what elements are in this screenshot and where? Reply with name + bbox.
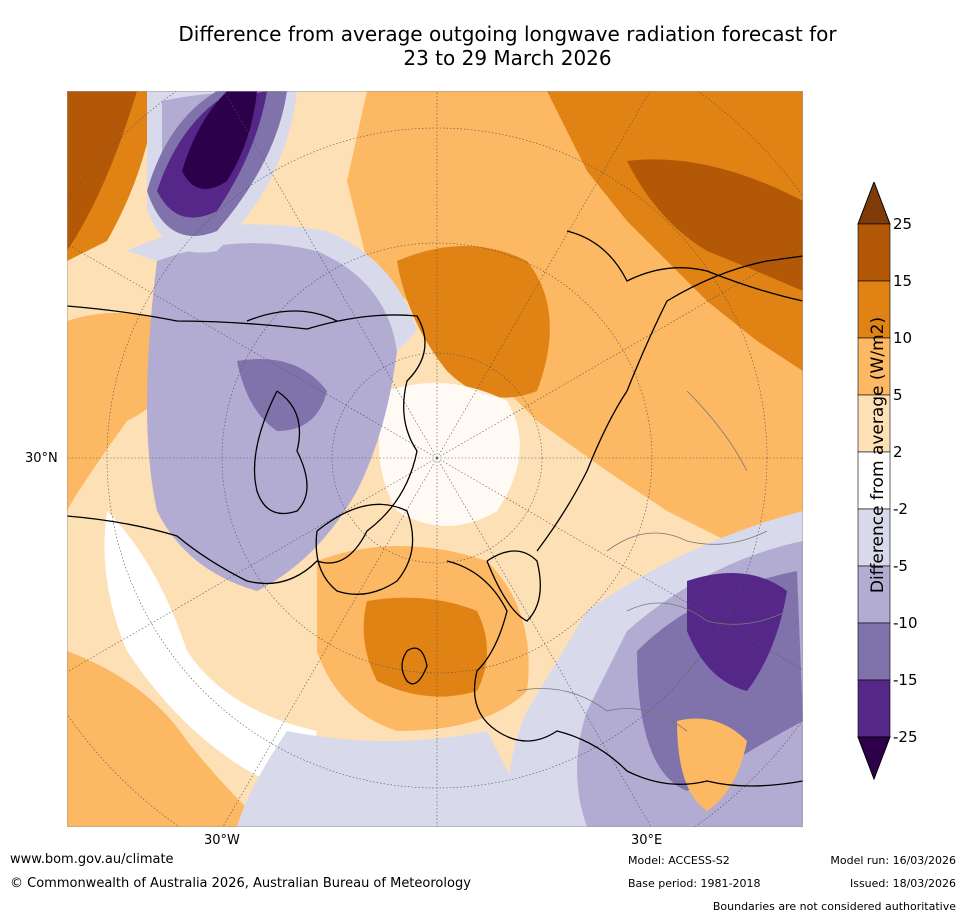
coast-alaska <box>246 310 338 322</box>
title-line-1: Difference from average outgoing longwav… <box>178 22 837 46</box>
base-period-text: Base period: 1981-2018 <box>628 877 761 890</box>
colorbar-tick: 10 <box>893 329 913 347</box>
anomaly-region-south <box>237 731 537 827</box>
issued-text: Issued: 18/03/2026 <box>849 877 956 890</box>
title-line-2: 23 to 29 March 2026 <box>403 46 612 70</box>
coast-asia <box>536 255 803 552</box>
chart-title: Difference from average outgoing longwav… <box>60 22 955 70</box>
coast-uk <box>401 647 428 685</box>
copyright-text: © Commonwealth of Australia 2026, Austra… <box>10 876 471 891</box>
anomaly-region-northwest-corner <box>67 91 137 251</box>
colorbar-band-10-15 <box>857 280 891 339</box>
borders <box>516 390 788 732</box>
coast-north-america <box>67 305 426 585</box>
coastlines <box>67 230 803 787</box>
colorbar-tick: 2 <box>893 443 903 461</box>
anomaly-region-europe-core <box>363 597 487 697</box>
colorbar-band-m25-m15 <box>857 679 891 738</box>
longitude-label-east: 30°E <box>631 833 663 848</box>
colorbar-band-15-25 <box>857 223 891 282</box>
anomaly-region-southwest <box>67 651 267 827</box>
colorbar-band-m15-m10 <box>857 622 891 681</box>
colorbar-tick: 5 <box>893 386 903 404</box>
colorbar-tick: 15 <box>893 272 913 290</box>
anomaly-region-siberia-core <box>627 159 803 291</box>
coast-scandinavia <box>486 550 541 622</box>
colorbar-tick: 25 <box>893 215 913 233</box>
anomaly-region-northwest-edge <box>67 91 157 261</box>
colorbar-tick: -15 <box>893 671 918 689</box>
colorbar-band-neutral <box>857 451 891 510</box>
anomaly-region-arabian <box>677 718 747 811</box>
anomaly-region-canada-outer <box>127 224 417 351</box>
website-link[interactable]: www.bom.gov.au/climate <box>10 852 174 867</box>
colorbar-title: Difference from average (W/m2) <box>868 316 888 594</box>
latitude-label: 30°N <box>25 451 58 466</box>
polar-map[interactable] <box>67 91 803 827</box>
colorbar-band-m10-m5 <box>857 565 891 624</box>
colorbar-tick: -25 <box>893 728 918 746</box>
longitude-label-west: 30°W <box>204 833 240 848</box>
model-run-text: Model run: 16/03/2026 <box>830 854 956 867</box>
colorbar <box>857 182 891 781</box>
colorbar-tick: -10 <box>893 614 918 632</box>
model-text: Model: ACCESS-S2 <box>628 854 730 867</box>
colorbar-band-5-10 <box>857 337 891 396</box>
graticule <box>67 91 803 827</box>
coast-greenland <box>315 503 414 595</box>
disclaimer-text: Boundaries are not considered authoritat… <box>712 900 956 913</box>
colorbar-bottom-arrow <box>857 736 891 781</box>
coast-hudson-bay <box>253 390 308 515</box>
colorbar-band-m5-m2 <box>857 508 891 567</box>
colorbar-tick: -2 <box>893 500 908 518</box>
anomaly-region-siberia <box>547 91 803 371</box>
colorbar-top-arrow <box>857 182 891 225</box>
neutral-band-pole <box>379 383 520 526</box>
anomaly-region-central-asia <box>397 246 550 398</box>
colorbar-tick: -5 <box>893 557 908 575</box>
coast-siberia <box>566 230 803 302</box>
anomaly-region-middle-east-core <box>687 573 787 691</box>
colorbar-band-2-5 <box>857 394 891 453</box>
coast-europe <box>446 560 803 787</box>
